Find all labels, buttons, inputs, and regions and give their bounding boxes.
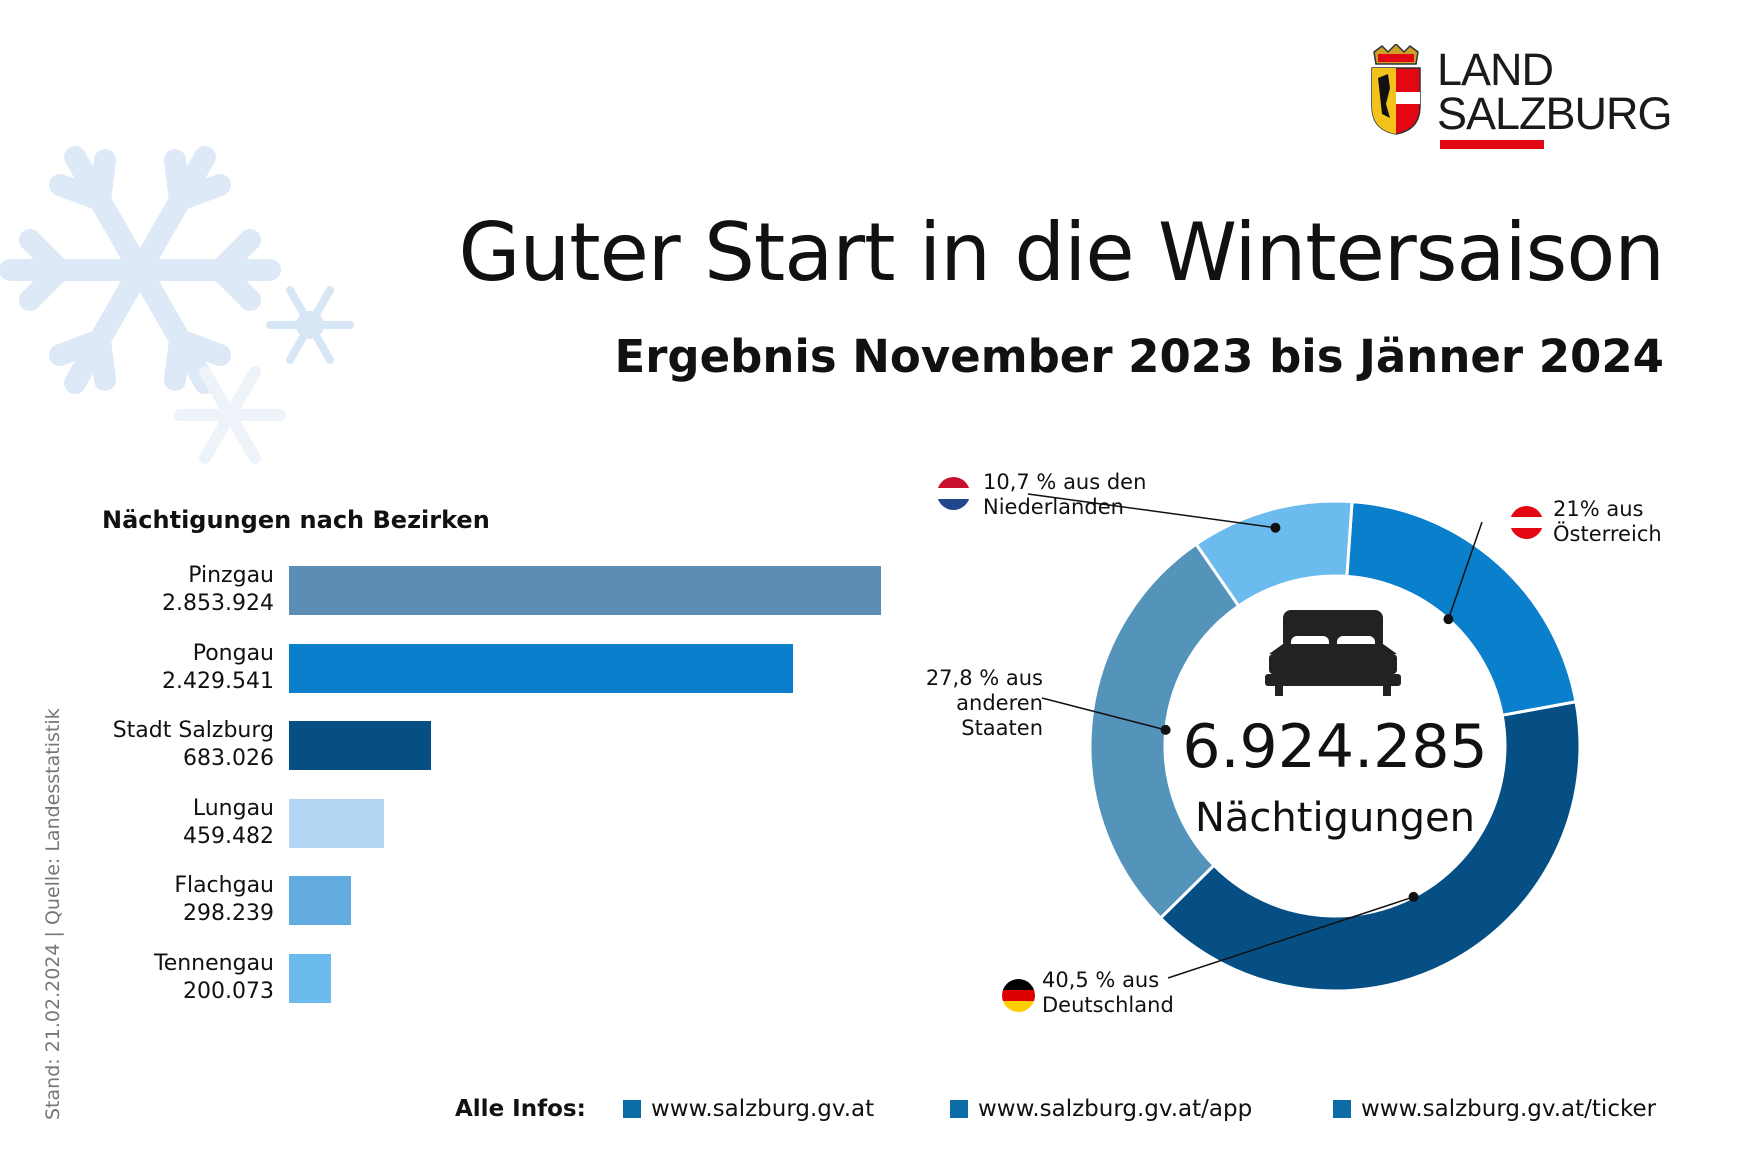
footer-square-icon xyxy=(623,1100,641,1118)
bar xyxy=(289,721,431,770)
leader-line xyxy=(1041,697,1166,731)
donut-center-value: 6.924.285 xyxy=(1182,712,1488,782)
label-andere-line3: Staaten xyxy=(961,716,1043,740)
leader-line xyxy=(1447,521,1483,620)
bar-label: Flachgau 298.239 xyxy=(174,872,274,928)
bar-category: Pongau xyxy=(192,640,274,666)
bar-category: Tennengau xyxy=(154,950,274,976)
footer-square-icon xyxy=(1333,1100,1351,1118)
bed-icon xyxy=(1263,610,1403,706)
footer-link-main[interactable]: www.salzburg.gv.at xyxy=(651,1096,875,1122)
bar-category: Flachgau xyxy=(174,873,274,898)
label-deutschland-line2: Deutschland xyxy=(1042,993,1174,1017)
bar xyxy=(289,876,351,925)
leader-line xyxy=(1167,896,1414,979)
leader-dot xyxy=(1443,614,1454,625)
label-niederlande-line2: Niederlanden xyxy=(983,495,1124,519)
label-deutschland-line1: 40,5 % aus xyxy=(1042,968,1160,992)
donut-chart xyxy=(1027,493,1582,993)
bar-value-label: 2.429.541 xyxy=(162,668,274,694)
bar-value-label: 298.239 xyxy=(183,901,274,926)
bar-value-label: 459.482 xyxy=(183,823,274,849)
bar-chart-title: Nächtigungen nach Bezirken xyxy=(102,506,490,534)
leader-dot xyxy=(1408,891,1419,902)
donut-slice xyxy=(1194,499,1354,609)
bar-value-label: 683.026 xyxy=(183,746,274,771)
bar-category: Pinzgau xyxy=(188,563,274,588)
donut-center-label: Nächtigungen xyxy=(1194,795,1476,841)
bar-category: Stadt Salzburg xyxy=(112,718,274,743)
leader-dot xyxy=(1160,724,1171,735)
bar-label: Pongau 2.429.541 xyxy=(162,640,274,696)
bar xyxy=(289,798,385,848)
bar xyxy=(289,566,881,615)
page-subtitle: Ergebnis November 2023 bis Jänner 2024 xyxy=(614,330,1664,383)
bar-category: Lungau xyxy=(192,795,274,821)
logo-red-bar xyxy=(1440,140,1544,149)
label-niederlande-line1: 10,7 % aus den xyxy=(983,470,1147,494)
label-andere: 27,8 % aus anderen Staaten xyxy=(926,666,1043,741)
logo-wordmark: LAND SALZBURG xyxy=(1437,44,1673,139)
germany-flag-icon xyxy=(1002,979,1035,1012)
label-andere-line1: 27,8 % aus xyxy=(925,666,1043,690)
footer-link-ticker[interactable]: www.salzburg.gv.at/ticker xyxy=(1361,1096,1657,1122)
donut-slice xyxy=(1158,700,1582,993)
bar xyxy=(289,953,331,1003)
footer-link-app[interactable]: www.salzburg.gv.at/app xyxy=(978,1096,1253,1122)
footer-lead: Alle Infos: xyxy=(455,1096,586,1122)
label-oesterreich: 21% aus Österreich xyxy=(1553,497,1662,547)
label-oesterreich-line2: Österreich xyxy=(1553,522,1662,546)
source-note: Stand: 21.02.2024 | Quelle: Landesstatis… xyxy=(42,708,64,1120)
label-oesterreich-line1: 21% aus xyxy=(1553,497,1644,521)
salzburg-coat-of-arms-icon xyxy=(1371,44,1421,135)
bar-label: Tennengau 200.073 xyxy=(154,950,274,1006)
label-niederlande: 10,7 % aus den Niederlanden xyxy=(983,470,1146,520)
netherlands-flag-icon xyxy=(937,477,970,510)
bar-value-label: 200.073 xyxy=(183,978,274,1004)
leader-line xyxy=(1027,493,1276,529)
snowflake-decoration xyxy=(0,146,354,464)
leader-dot xyxy=(1270,522,1281,533)
label-deutschland: 40,5 % aus Deutschland xyxy=(1042,968,1174,1018)
footer-square-icon xyxy=(950,1100,968,1118)
austria-flag-icon xyxy=(1510,506,1543,539)
bar-label: Lungau 459.482 xyxy=(183,795,274,851)
page-title: Guter Start in die Wintersaison xyxy=(458,206,1665,299)
bar-label: Stadt Salzburg 683.026 xyxy=(113,717,274,773)
logo-line-1: LAND xyxy=(1437,44,1554,95)
logo-line-2: SALZBURG xyxy=(1437,88,1673,139)
bar-value-label: 2.853.924 xyxy=(162,591,274,616)
bar xyxy=(289,643,793,693)
bar-label: Pinzgau 2.853.924 xyxy=(162,562,274,618)
label-andere-line2: anderen xyxy=(956,691,1043,715)
